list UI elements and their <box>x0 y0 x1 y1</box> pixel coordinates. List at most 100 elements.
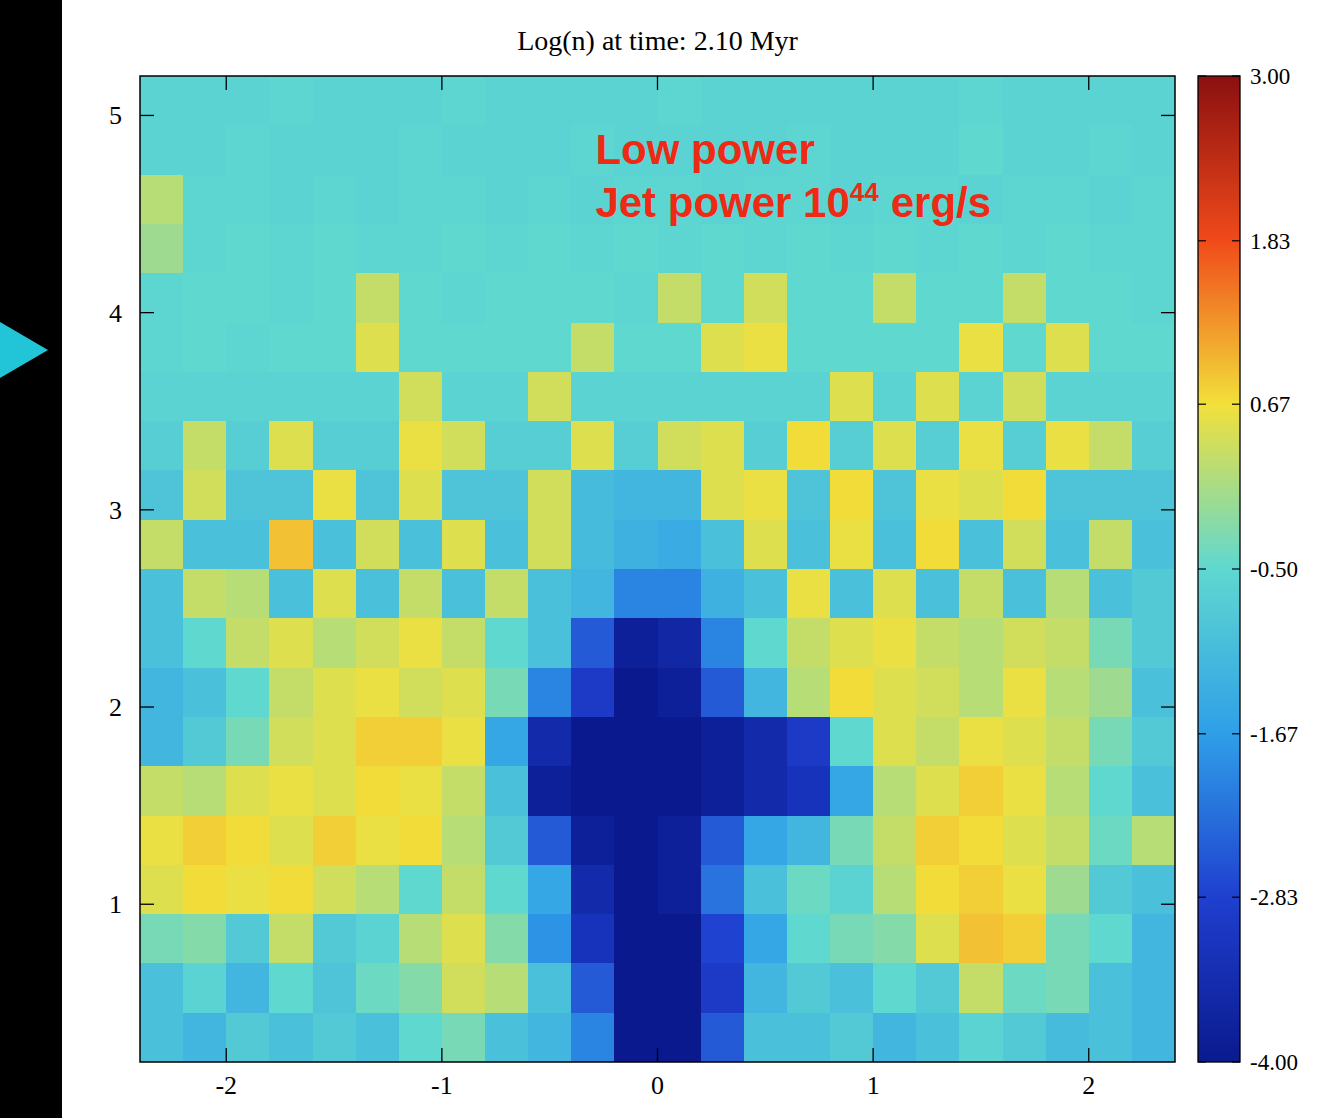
cell <box>485 470 529 520</box>
y-tick <box>140 904 154 905</box>
cell <box>485 175 529 225</box>
cell <box>1089 717 1133 767</box>
cell <box>571 520 615 570</box>
cell <box>701 76 745 126</box>
cell <box>873 816 917 866</box>
cell <box>959 470 1003 520</box>
cell <box>399 766 443 816</box>
cell <box>701 766 745 816</box>
cell <box>959 963 1003 1013</box>
cell <box>356 668 400 718</box>
cell <box>959 816 1003 866</box>
cell <box>313 914 357 964</box>
x-tick <box>872 76 873 90</box>
cell <box>830 323 874 373</box>
cell <box>873 470 917 520</box>
cell <box>959 323 1003 373</box>
cell <box>614 224 658 274</box>
cell <box>356 273 400 323</box>
cell <box>226 273 270 323</box>
cell <box>1132 618 1175 668</box>
colorbar-tick <box>1198 75 1206 76</box>
cell <box>356 1013 400 1062</box>
cell <box>658 717 702 767</box>
cell <box>1046 273 1090 323</box>
cell <box>658 323 702 373</box>
cell <box>269 618 313 668</box>
cell <box>873 865 917 915</box>
cell <box>313 175 357 225</box>
cell <box>571 273 615 323</box>
cell <box>959 569 1003 619</box>
colorbar-tick <box>1198 404 1206 405</box>
cell <box>1132 125 1175 175</box>
cell <box>1132 766 1175 816</box>
cell <box>873 125 917 175</box>
cell <box>226 963 270 1013</box>
x-tick <box>657 1048 658 1062</box>
cell <box>744 372 788 422</box>
cell <box>959 717 1003 767</box>
cell <box>1132 816 1175 866</box>
cell <box>614 766 658 816</box>
cell <box>1046 175 1090 225</box>
cell <box>830 569 874 619</box>
cell <box>873 717 917 767</box>
cell <box>226 717 270 767</box>
cell <box>183 618 227 668</box>
cell <box>226 520 270 570</box>
y-tick <box>140 312 154 313</box>
cell <box>399 125 443 175</box>
cell <box>614 76 658 126</box>
cell <box>313 717 357 767</box>
y-tick <box>1161 904 1175 905</box>
cell <box>1089 175 1133 225</box>
annotation-unit: erg/s <box>891 179 991 226</box>
cell <box>1089 125 1133 175</box>
x-tick-label: 0 <box>651 1071 664 1100</box>
cell <box>485 421 529 471</box>
cell <box>399 470 443 520</box>
cell <box>1003 816 1047 866</box>
cells <box>140 76 1175 1062</box>
cell <box>485 323 529 373</box>
plot-ground <box>140 76 1175 1062</box>
cell <box>226 914 270 964</box>
cell <box>658 668 702 718</box>
cell <box>614 520 658 570</box>
cell <box>571 372 615 422</box>
cell <box>830 618 874 668</box>
cell <box>658 470 702 520</box>
cell <box>356 717 400 767</box>
y-tick <box>140 706 154 707</box>
cell <box>183 421 227 471</box>
colorbar-label: -0.50 <box>1250 557 1298 582</box>
cell <box>1132 963 1175 1013</box>
cell <box>1003 421 1047 471</box>
cell <box>528 865 572 915</box>
cell <box>873 668 917 718</box>
cell <box>959 766 1003 816</box>
cell <box>269 963 313 1013</box>
x-tick <box>226 1048 227 1062</box>
cell <box>916 816 960 866</box>
cell <box>744 668 788 718</box>
background <box>0 0 1327 1118</box>
cell <box>485 520 529 570</box>
cell <box>1132 914 1175 964</box>
cell <box>442 372 486 422</box>
cell <box>528 125 572 175</box>
cell <box>183 520 227 570</box>
cell <box>1003 1013 1047 1062</box>
cell <box>313 372 357 422</box>
cell <box>1003 520 1047 570</box>
cell <box>226 372 270 422</box>
cell <box>744 520 788 570</box>
cell <box>916 963 960 1013</box>
cell <box>1089 76 1133 126</box>
cell <box>140 470 184 520</box>
cell <box>313 323 357 373</box>
colorbar <box>1198 76 1240 1062</box>
cell <box>916 914 960 964</box>
cell <box>356 520 400 570</box>
